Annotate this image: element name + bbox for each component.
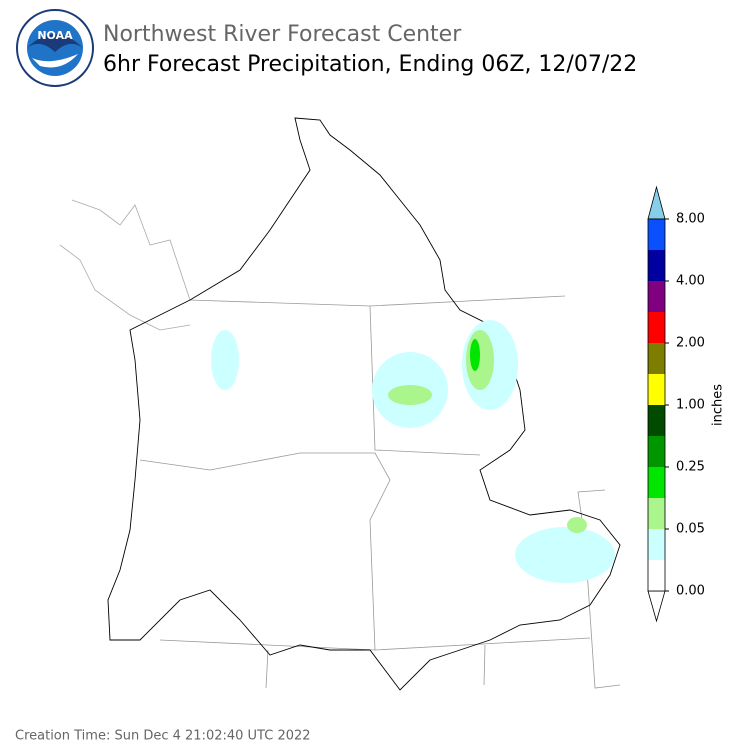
basin-outline <box>107 117 621 691</box>
colorbar-segment <box>648 467 665 498</box>
colorbar-tick-label: 8.00 <box>676 212 705 227</box>
precipitation <box>211 320 615 583</box>
colorbar-tick-label: 1.00 <box>676 398 705 413</box>
colorbar-under <box>647 590 666 623</box>
colorbar-segment <box>648 219 665 250</box>
colorbar-tick-label: 0.00 <box>676 584 705 599</box>
colorbar-tick-label: 4.00 <box>676 274 705 289</box>
colorbar-label: inches <box>711 384 726 426</box>
organization: Northwest River Forecast Center <box>103 22 462 47</box>
colorbar-tick-label: 0.25 <box>676 460 705 475</box>
colorbar-segment <box>648 250 665 281</box>
colorbar-tick-label: 2.00 <box>676 336 705 351</box>
colorbar-segment <box>648 436 665 467</box>
colorbar-segment <box>648 560 665 591</box>
colorbar-segment <box>648 343 665 374</box>
colorbar: 0.00 0.05 0.25 1.00 2.00 4.00 8.00 <box>647 185 705 623</box>
title: 6hr Forecast Precipitation, Ending 06Z, … <box>103 52 637 77</box>
colorbar-over <box>647 185 666 220</box>
logo-text: NOAA <box>37 29 73 42</box>
colorbar-segment <box>648 529 665 560</box>
colorbar-segment <box>648 498 665 529</box>
colorbar-segment <box>648 405 665 436</box>
noaa-logo: NOAA <box>16 9 94 87</box>
creation-time: Creation Time: Sun Dec 4 21:02:40 UTC 20… <box>15 729 311 744</box>
colorbar-segment <box>648 312 665 343</box>
map <box>59 117 621 691</box>
colorbar-tick-label: 0.05 <box>676 522 705 537</box>
colorbar-segment <box>648 281 665 312</box>
colorbar-segment <box>648 374 665 405</box>
coastline-bc <box>59 199 191 331</box>
